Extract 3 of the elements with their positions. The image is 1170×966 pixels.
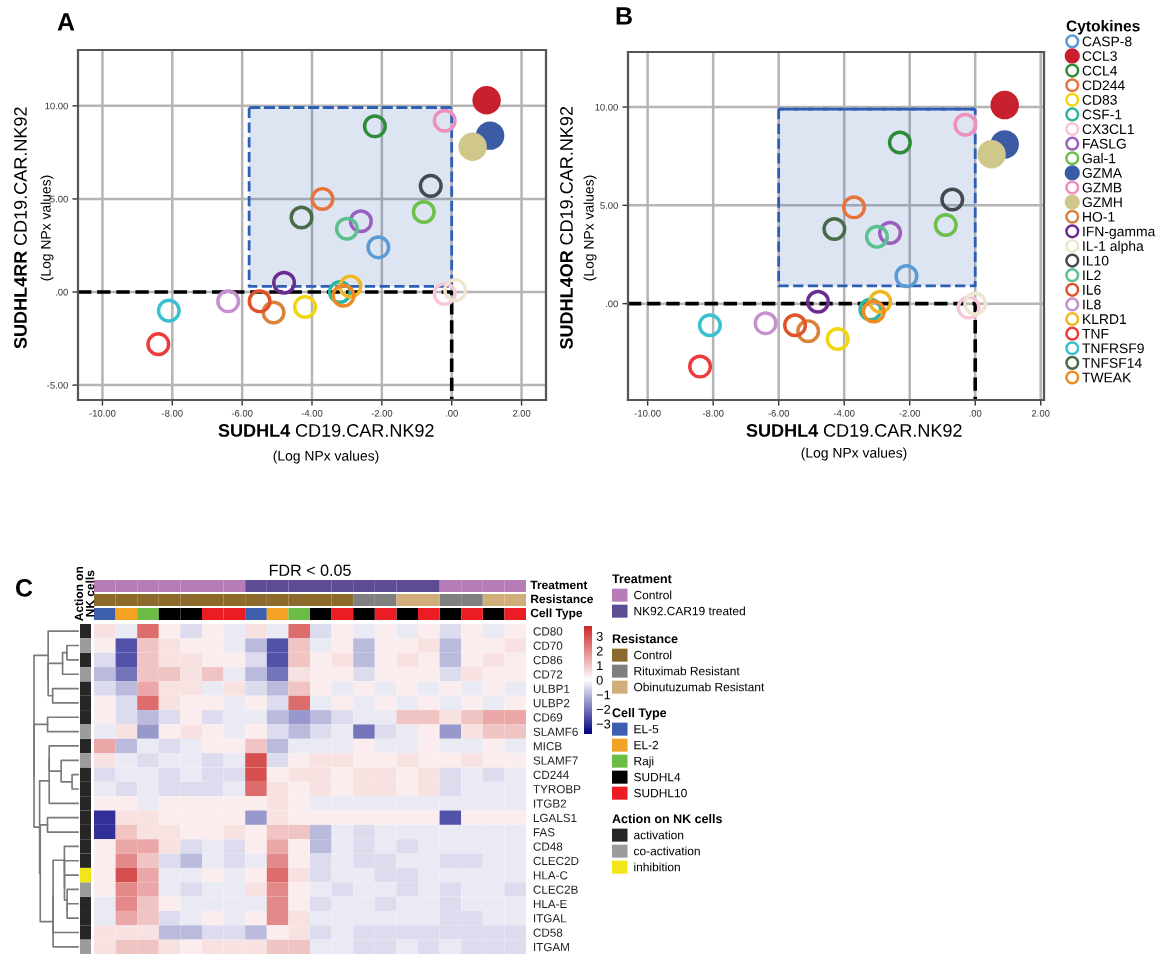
text: B bbox=[616, 7, 632, 25]
text: C bbox=[16, 579, 33, 597]
chart-title: FDR < 0.05 bbox=[269, 564, 351, 576]
